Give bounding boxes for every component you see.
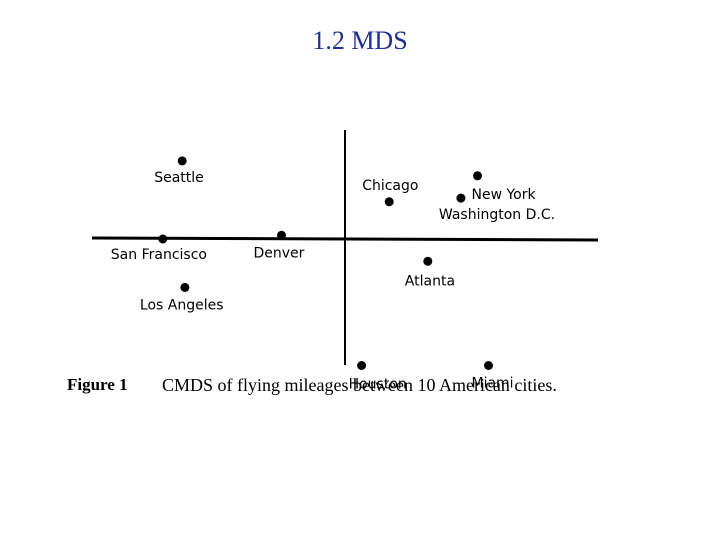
point-san-francisco (158, 234, 168, 244)
label-chicago: Chicago (362, 178, 418, 194)
label-new-york: New York (472, 187, 537, 203)
label-denver: Denver (254, 245, 305, 261)
label-los-angeles: Los Angeles (140, 297, 224, 313)
labels-layer: Seattle San Francisco Los Angeles Denver Chi… (111, 170, 555, 393)
points-layer (158, 156, 493, 370)
point-los-angeles (180, 282, 190, 292)
point-new-york (473, 171, 482, 181)
point-seattle (177, 156, 187, 166)
label-houston: Houston (349, 377, 407, 393)
figure-caption: CMDS of flying mileages between 10 Ameri… (162, 375, 557, 395)
figure-label: Figure 1 (67, 375, 128, 394)
point-miami (484, 361, 493, 370)
label-atlanta: Atlanta (405, 273, 455, 289)
point-chicago (384, 197, 394, 207)
label-washington-d-c: Washington D.C. (439, 207, 555, 223)
slide-title: 1.2 MDS (312, 26, 408, 55)
label-san-francisco: San Francisco (111, 247, 207, 263)
point-atlanta (423, 256, 433, 266)
point-houston (357, 361, 367, 370)
point-denver (277, 230, 286, 240)
point-washington-d-c (456, 193, 466, 203)
label-miami: Miami (472, 376, 514, 392)
label-seattle: Seattle (154, 170, 204, 186)
